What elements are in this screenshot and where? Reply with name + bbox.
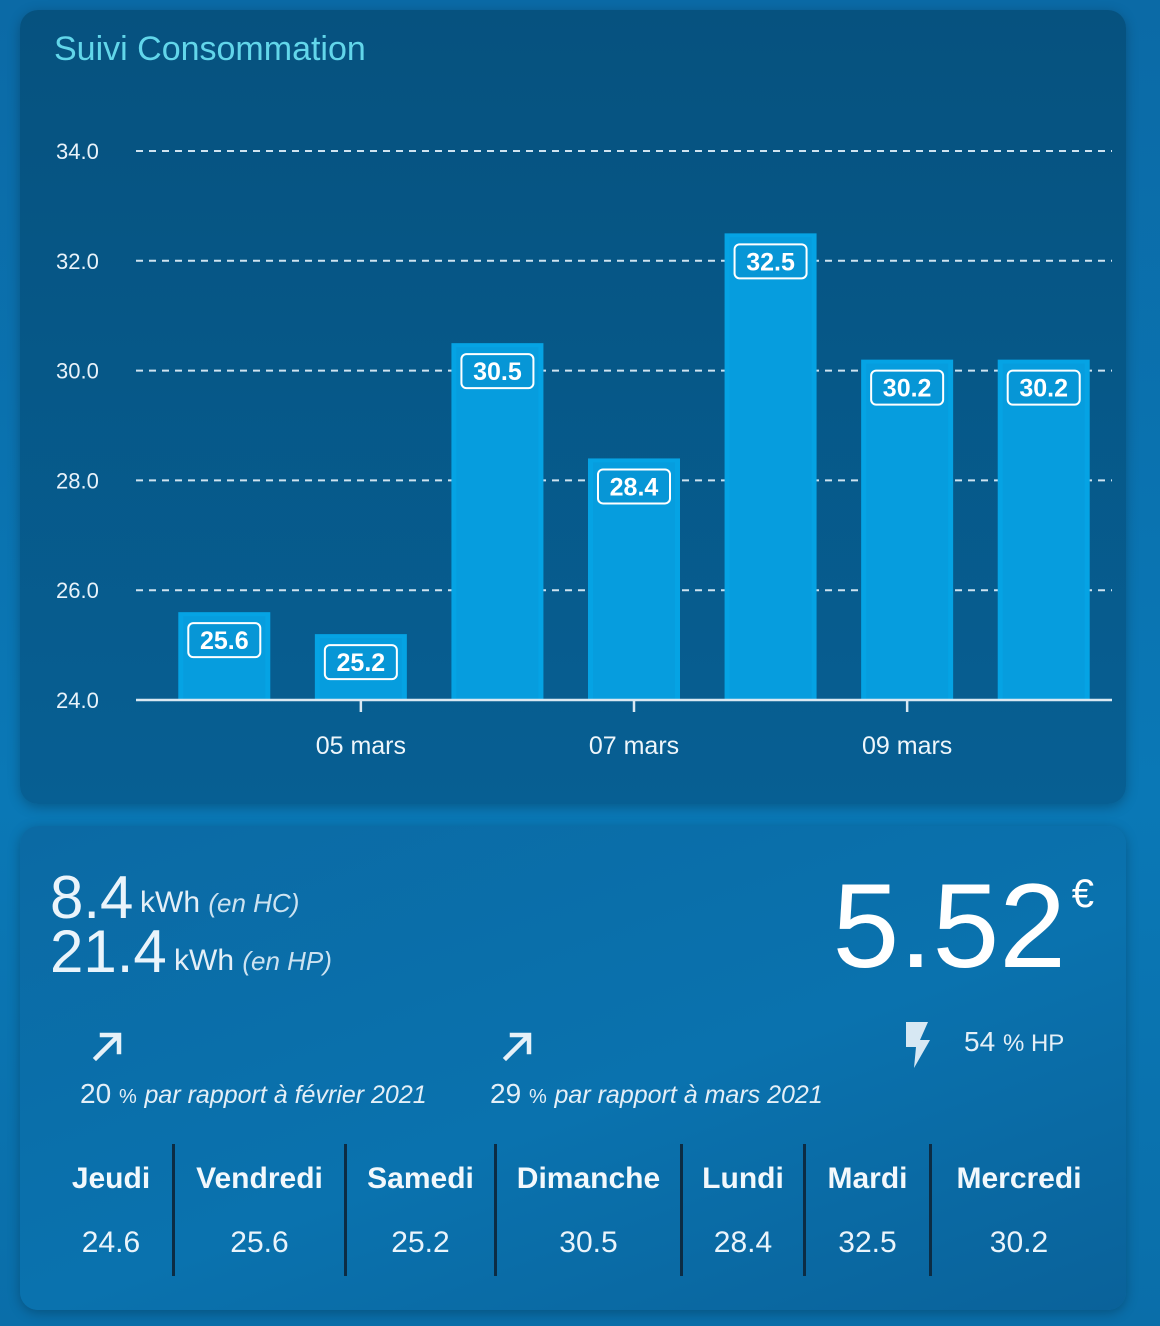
y-tick-label: 26.0 [56, 578, 99, 603]
hp-share: 54 % HP [964, 1026, 1064, 1058]
trend-february: 20 % par rapport à février 2021 [80, 1078, 427, 1110]
data-label: 28.4 [610, 473, 659, 501]
arrow-up-right-icon [92, 1032, 122, 1062]
day-value: 30.2 [989, 1226, 1049, 1259]
data-label: 30.2 [883, 375, 932, 403]
day-column: Samedi 25.2 [344, 1144, 494, 1276]
bar [451, 343, 544, 700]
hp-share-value: 54 [964, 1026, 996, 1057]
day-name: Samedi [367, 1162, 474, 1195]
day-name: Mardi [827, 1162, 908, 1195]
day-value: 24.6 [81, 1226, 141, 1259]
day-value: 25.2 [391, 1226, 450, 1259]
y-tick-label: 30.0 [56, 359, 99, 384]
daily-consumption-table: Jeudi 24.6 Vendredi 25.6 Samedi 25.2 Dim… [50, 1144, 1106, 1276]
x-tick-label: 05 mars [316, 732, 406, 760]
hp-unit-line: kWh (en HP) [174, 944, 332, 978]
day-column: Mercredi 30.2 [929, 1144, 1106, 1276]
day-value: 28.4 [713, 1226, 773, 1259]
day-value: 32.5 [838, 1226, 897, 1259]
y-tick-label: 24.0 [56, 688, 99, 713]
day-name: Lundi [702, 1162, 784, 1195]
consumption-bar-chart: 25.6 25.2 30.5 28.4 32.5 30.2 30.2 24.0 26.0 28.… [56, 139, 1112, 760]
lightning-bolt-icon [906, 1022, 930, 1068]
currency-symbol: € [1071, 872, 1094, 916]
stats-card: 8.4 kWh (en HC) 21.4 kWh (en HP) 5.52 € … [20, 826, 1126, 1310]
data-label-box [870, 369, 945, 406]
day-column: Lundi 28.4 [680, 1144, 803, 1276]
trend-march-percent: % [528, 1086, 547, 1108]
consumption-chart-card: Suivi Consommation 25.6 25.2 30.5 28.4 32.5 3… [20, 10, 1126, 804]
bar [861, 359, 954, 700]
x-tick-label: 07 mars [589, 732, 679, 760]
data-label-box [323, 644, 398, 681]
day-value: 25.6 [230, 1226, 289, 1259]
hc-unit-line: kWh (en HC) [140, 886, 299, 920]
data-label-box [1006, 369, 1081, 406]
data-label: 32.5 [746, 248, 795, 276]
data-label-box [733, 243, 808, 280]
day-name: Vendredi [196, 1162, 323, 1195]
x-tick-label: 09 mars [862, 732, 952, 760]
hp-unit: kWh [174, 944, 234, 977]
day-column: Mardi 32.5 [803, 1144, 929, 1276]
hc-unit: kWh [140, 886, 200, 919]
data-label: 30.2 [1019, 375, 1068, 403]
data-label-box [597, 468, 671, 505]
trend-march-text: par rapport à mars 2021 [554, 1081, 823, 1109]
trend-march: 29 % par rapport à mars 2021 [490, 1078, 823, 1110]
day-value: 30.5 [559, 1226, 618, 1259]
price-value: 5.52 [832, 859, 1066, 993]
bar-inner [1002, 363, 1085, 700]
hp-share-unit: % HP [1002, 1030, 1065, 1057]
bar [724, 233, 817, 700]
bar-inner [729, 237, 812, 700]
hp-value: 21.4 [50, 918, 167, 985]
hc-note: (en HC) [208, 888, 300, 918]
trend-february-text: par rapport à février 2021 [144, 1081, 427, 1109]
day-name: Dimanche [516, 1162, 661, 1195]
data-label: 25.2 [337, 649, 386, 677]
trend-march-value: 29 [490, 1078, 522, 1109]
day-name: Jeudi [71, 1162, 151, 1195]
bar-inner [866, 363, 949, 700]
y-tick-label: 34.0 [56, 139, 99, 164]
day-column: Dimanche 30.5 [494, 1144, 680, 1276]
bar-inner [456, 347, 539, 700]
trend-february-percent: % [118, 1086, 137, 1108]
y-tick-label: 28.0 [56, 468, 99, 493]
arrow-up-right-icon [502, 1032, 532, 1062]
hc-value: 8.4 [50, 864, 134, 931]
day-column: Jeudi 24.6 [50, 1144, 172, 1276]
day-column: Vendredi 25.6 [172, 1144, 344, 1276]
hp-note: (en HP) [242, 946, 332, 976]
bar [997, 359, 1090, 700]
trend-february-value: 20 [80, 1078, 112, 1109]
y-tick-label: 32.0 [56, 249, 99, 274]
data-label-box [460, 353, 535, 390]
data-label: 25.6 [200, 627, 249, 655]
day-name: Mercredi [956, 1162, 1082, 1195]
data-label: 30.5 [473, 358, 522, 386]
data-label-box [187, 622, 262, 659]
card-title: Suivi Consommation [54, 30, 366, 68]
